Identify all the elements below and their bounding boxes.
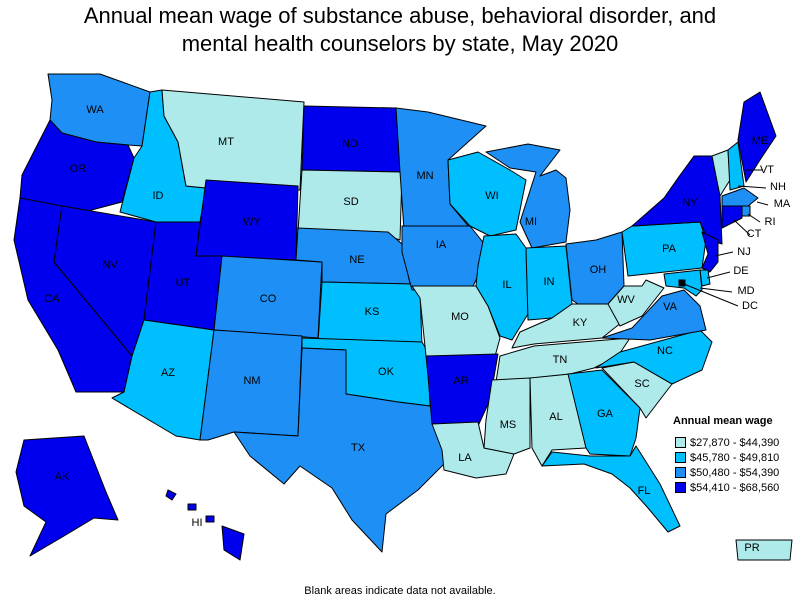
state-IA[interactable] (401, 225, 487, 293)
state-MA[interactable] (721, 187, 759, 207)
state-ME[interactable] (737, 91, 777, 183)
legend-swatch-3 (675, 467, 686, 478)
state-label-NE: NE (349, 254, 364, 266)
legend-swatch-4 (675, 482, 686, 493)
state-IL[interactable] (475, 233, 529, 341)
title-line-2: mental health counselors by state, May 2… (181, 31, 619, 56)
legend-title: Annual mean wage (673, 415, 773, 427)
state-label-HI: HI (192, 517, 203, 529)
state-label-MS: MS (500, 419, 517, 431)
state-label-IL: IL (502, 279, 511, 291)
state-label-MA: MA (774, 198, 791, 210)
legend-bin-1: $27,870 - $44,390 (675, 435, 779, 450)
state-label-ID: ID (153, 190, 164, 202)
state-TX[interactable] (233, 347, 449, 553)
state-NC[interactable] (595, 329, 713, 385)
state-label-PR: PR (744, 542, 759, 554)
state-VA[interactable] (601, 289, 707, 341)
state-label-NH: NH (770, 181, 786, 193)
state-GA[interactable] (567, 369, 641, 457)
map-title: Annual mean wage of substance abuse, beh… (0, 2, 800, 58)
state-label-CT: CT (747, 228, 762, 240)
legend-label-3: $50,480 - $54,390 (690, 466, 780, 479)
legend-swatch-2 (675, 452, 686, 463)
state-WI[interactable] (447, 151, 527, 237)
state-LA[interactable] (431, 421, 515, 479)
state-label-GA: GA (597, 408, 614, 420)
state-label-NY: NY (682, 197, 698, 209)
legend: Annual mean wage $27,870 - $44,390 $45,7… (673, 415, 779, 495)
state-label-NM: NM (243, 375, 260, 387)
state-label-FL: FL (638, 485, 651, 497)
state-KS[interactable] (317, 281, 423, 347)
state-label-SC: SC (634, 378, 649, 390)
state-AK[interactable] (15, 435, 119, 557)
state-label-NV: NV (102, 259, 118, 271)
state-label-DE: DE (733, 265, 748, 277)
legend-label-2: $45,780 - $49,810 (690, 451, 780, 464)
state-label-WI: WI (485, 190, 498, 202)
footnote: Blank areas indicate data not available. (304, 585, 496, 597)
state-label-WY: WY (243, 216, 261, 228)
legend-label-1: $27,870 - $44,390 (690, 436, 780, 449)
state-label-IA: IA (436, 239, 447, 251)
state-label-MN: MN (416, 170, 433, 182)
state-MS[interactable] (483, 377, 531, 455)
legend-swatch-1 (675, 437, 686, 448)
state-label-OK: OK (378, 366, 395, 378)
state-MI[interactable] (485, 143, 571, 249)
state-label-IN: IN (544, 276, 555, 288)
state-label-AZ: AZ (161, 367, 175, 379)
state-label-AK: AK (55, 471, 70, 483)
state-label-CO: CO (260, 293, 277, 305)
state-CT[interactable] (721, 205, 743, 229)
state-label-DC: DC (742, 300, 758, 312)
state-label-MD: MD (737, 285, 754, 297)
state-label-NJ: NJ (737, 246, 750, 258)
state-label-ME: ME (752, 135, 769, 147)
state-label-VT: VT (760, 164, 774, 176)
state-label-LA: LA (458, 452, 472, 464)
state-FL[interactable] (541, 445, 681, 533)
legend-bin-3: $50,480 - $54,390 (675, 465, 779, 480)
state-label-ND: ND (342, 138, 358, 150)
state-label-AR: AR (453, 375, 468, 387)
state-label-MT: MT (218, 136, 234, 148)
state-label-UT: UT (176, 277, 191, 289)
state-label-WA: WA (86, 104, 104, 116)
state-label-PA: PA (662, 243, 677, 255)
legend-bin-4: $54,410 - $68,560 (675, 480, 779, 495)
state-label-RI: RI (765, 216, 776, 228)
state-label-KY: KY (573, 317, 588, 329)
state-label-KS: KS (365, 306, 380, 318)
state-label-TX: TX (351, 442, 366, 454)
state-label-TN: TN (553, 354, 568, 366)
state-label-VA: VA (663, 301, 678, 313)
dc-marker (679, 280, 685, 286)
legend-bin-2: $45,780 - $49,810 (675, 450, 779, 465)
state-NJ[interactable] (701, 231, 719, 273)
state-label-MO: MO (451, 311, 469, 323)
state-label-OH: OH (590, 264, 607, 276)
state-HI[interactable] (165, 489, 245, 561)
state-label-NC: NC (657, 345, 673, 357)
state-label-MI: MI (525, 216, 537, 228)
state-label-OR: OR (70, 163, 87, 175)
state-label-CA: CA (44, 293, 60, 305)
state-WV[interactable] (607, 279, 665, 327)
state-PR[interactable] (735, 539, 793, 561)
title-line-1: Annual mean wage of substance abuse, beh… (83, 3, 717, 28)
state-label-AL: AL (549, 411, 562, 423)
state-label-SD: SD (343, 196, 358, 208)
legend-label-4: $54,410 - $68,560 (690, 481, 780, 494)
state-label-WV: WV (617, 294, 635, 306)
